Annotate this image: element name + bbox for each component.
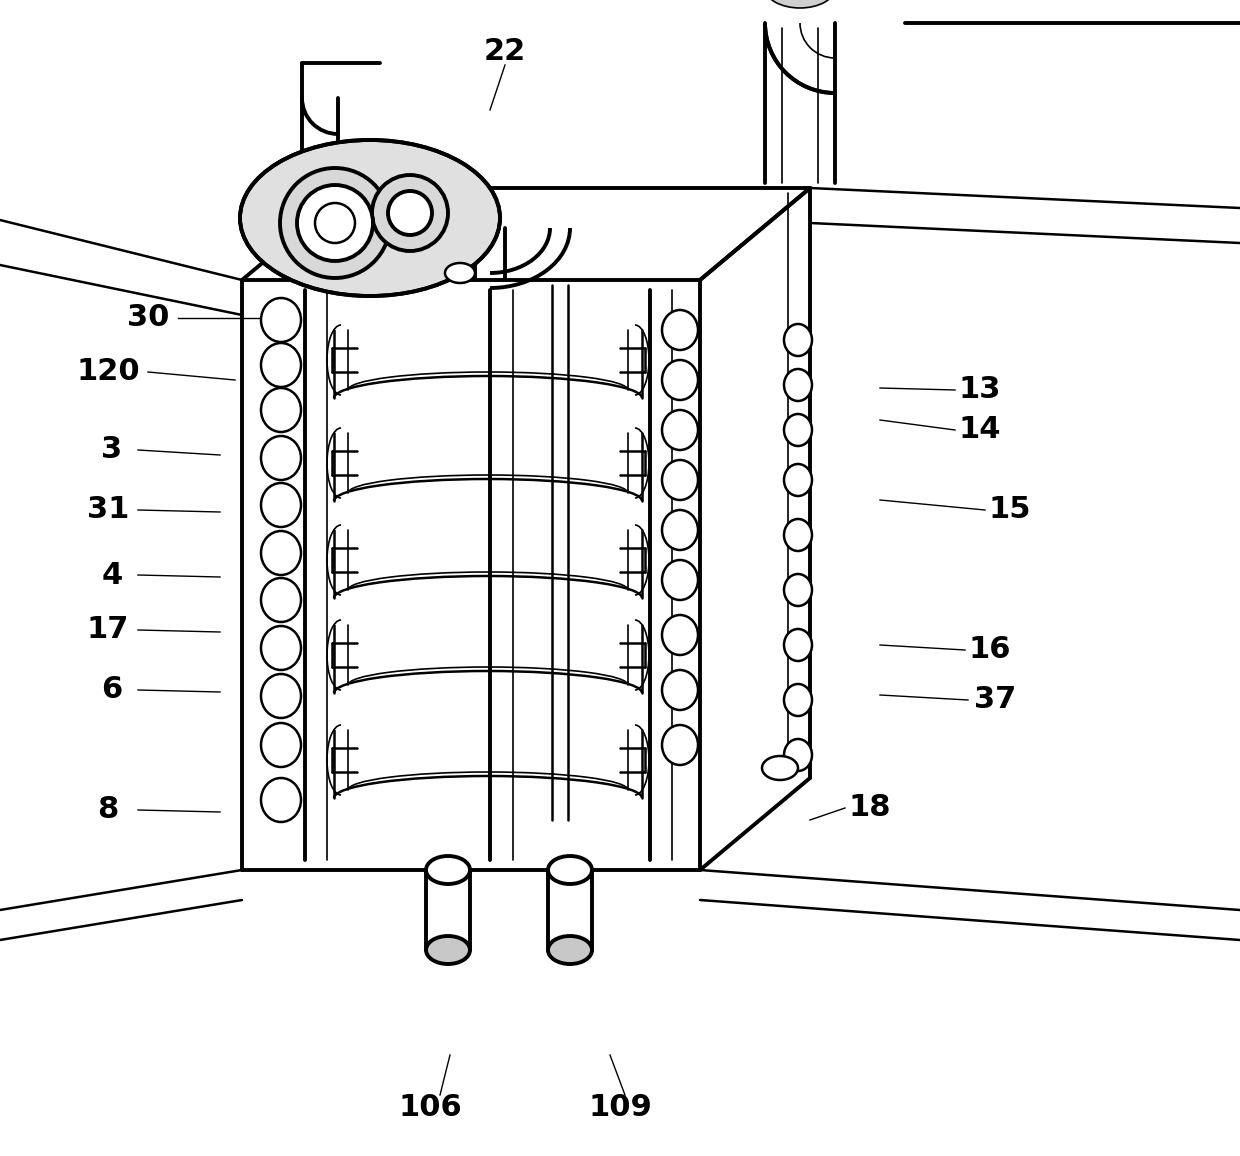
Text: 15: 15 [988, 496, 1032, 525]
Ellipse shape [784, 369, 812, 401]
Ellipse shape [260, 531, 301, 575]
Text: 37: 37 [973, 686, 1016, 714]
Text: 18: 18 [848, 793, 892, 823]
Ellipse shape [241, 140, 500, 296]
Ellipse shape [662, 360, 698, 400]
Ellipse shape [548, 855, 591, 884]
Ellipse shape [260, 627, 301, 670]
Ellipse shape [260, 483, 301, 527]
Ellipse shape [388, 191, 432, 235]
Text: 109: 109 [588, 1094, 652, 1122]
Ellipse shape [765, 0, 835, 8]
Ellipse shape [662, 560, 698, 600]
Text: 17: 17 [87, 615, 129, 645]
Ellipse shape [445, 264, 475, 283]
Text: 8: 8 [98, 795, 119, 824]
Ellipse shape [260, 578, 301, 622]
Ellipse shape [260, 778, 301, 822]
Text: 120: 120 [76, 357, 140, 386]
Ellipse shape [298, 185, 373, 261]
Text: 22: 22 [484, 37, 526, 67]
Ellipse shape [784, 324, 812, 356]
Text: 4: 4 [102, 561, 123, 590]
Ellipse shape [427, 936, 470, 964]
Ellipse shape [260, 343, 301, 387]
Ellipse shape [784, 519, 812, 551]
Text: 6: 6 [102, 675, 123, 704]
Ellipse shape [260, 722, 301, 766]
Text: 3: 3 [102, 436, 123, 465]
Ellipse shape [260, 388, 301, 432]
Ellipse shape [784, 575, 812, 606]
Ellipse shape [784, 739, 812, 771]
Ellipse shape [662, 510, 698, 550]
Ellipse shape [260, 298, 301, 342]
Ellipse shape [427, 855, 470, 884]
Ellipse shape [372, 175, 448, 251]
Ellipse shape [784, 414, 812, 446]
Text: 106: 106 [398, 1094, 461, 1122]
Ellipse shape [260, 436, 301, 480]
Text: 14: 14 [959, 415, 1001, 445]
Ellipse shape [784, 464, 812, 496]
Text: 31: 31 [87, 496, 129, 525]
Ellipse shape [662, 410, 698, 450]
Text: 16: 16 [968, 636, 1012, 665]
Ellipse shape [548, 936, 591, 964]
Ellipse shape [260, 674, 301, 718]
Ellipse shape [763, 756, 799, 780]
Ellipse shape [662, 670, 698, 710]
Ellipse shape [280, 168, 391, 277]
Ellipse shape [662, 725, 698, 765]
Text: 13: 13 [959, 376, 1001, 405]
Ellipse shape [784, 629, 812, 661]
Ellipse shape [662, 310, 698, 350]
Text: 30: 30 [126, 304, 169, 333]
Ellipse shape [784, 684, 812, 716]
Ellipse shape [315, 203, 355, 243]
Ellipse shape [662, 615, 698, 655]
Ellipse shape [662, 460, 698, 501]
